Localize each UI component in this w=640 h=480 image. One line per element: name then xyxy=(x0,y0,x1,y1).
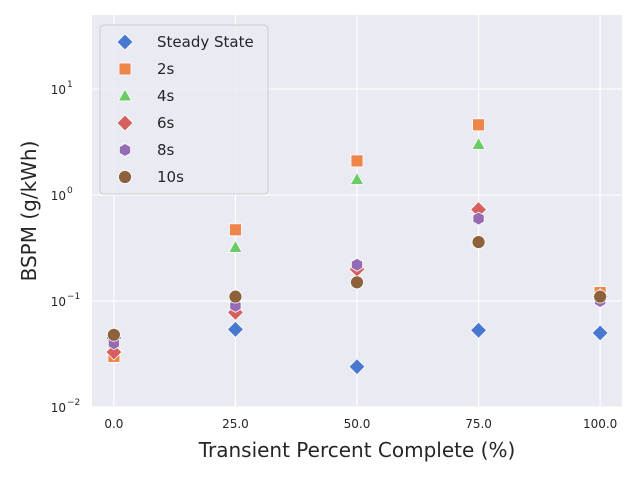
data-point xyxy=(105,343,123,361)
legend-label: 10s xyxy=(157,168,184,186)
y-tick-exponent: −1 xyxy=(67,292,80,302)
legend-label: 2s xyxy=(157,60,175,78)
legend-marker xyxy=(116,114,134,132)
legend-marker xyxy=(117,88,133,102)
legend-item: 10s xyxy=(118,168,184,186)
data-point xyxy=(591,324,609,342)
legend-marker xyxy=(118,62,132,76)
data-point xyxy=(472,211,485,226)
data-point xyxy=(469,321,488,339)
data-point xyxy=(228,239,243,253)
legend-marker xyxy=(118,170,132,184)
data-point xyxy=(593,289,608,304)
x-tick-label: 50.0 xyxy=(344,417,371,431)
legend-item: 8s xyxy=(118,141,175,159)
data-point xyxy=(471,136,486,150)
x-tick-label: 100.0 xyxy=(583,417,617,431)
y-tick-base: 10 xyxy=(51,83,66,97)
y-tick-base: 10 xyxy=(51,189,66,203)
legend-marker xyxy=(116,33,134,51)
legend-item: 6s xyxy=(116,114,175,132)
y-tick-exponent: 0 xyxy=(67,186,73,196)
data-point xyxy=(350,154,364,168)
data-point xyxy=(229,223,242,237)
legend-label: 4s xyxy=(157,87,175,105)
data-point xyxy=(349,171,365,185)
data-point xyxy=(106,327,121,342)
legend-label: Steady State xyxy=(157,33,254,51)
legend-label: 6s xyxy=(157,114,175,132)
x-axis-label: Transient Percent Complete (%) xyxy=(198,438,516,462)
data-point xyxy=(472,118,485,132)
y-tick-label: 10 0 xyxy=(51,186,73,203)
legend-label: 8s xyxy=(157,141,175,159)
y-tick-label: 10 −2 xyxy=(51,398,81,415)
legend-item: 4s xyxy=(117,87,175,105)
legend-item: 2s xyxy=(118,60,175,78)
legend-box xyxy=(99,24,269,195)
y-tick-label: 10 1 xyxy=(51,80,73,97)
y-tick-base: 10 xyxy=(51,401,66,415)
x-tick-label: 75.0 xyxy=(465,417,492,431)
x-tick-labels: 0.0 25.0 50.0 75.0 100.0 xyxy=(104,417,617,431)
x-tick-label: 0.0 xyxy=(104,417,123,431)
data-point xyxy=(471,235,486,249)
data-point xyxy=(228,289,243,304)
data-point xyxy=(226,320,245,338)
y-axis-label: BSPM (g/kWh) xyxy=(17,141,41,282)
y-tick-exponent: 1 xyxy=(67,80,73,90)
x-tick-label: 25.0 xyxy=(222,417,249,431)
data-points xyxy=(105,118,609,376)
y-tick-base: 10 xyxy=(51,295,66,309)
legend-marker xyxy=(118,143,132,157)
data-point xyxy=(348,358,366,376)
data-point xyxy=(350,257,364,272)
data-point xyxy=(350,275,364,290)
series-10s xyxy=(106,235,608,342)
y-tick-exponent: −2 xyxy=(67,398,80,408)
legend-item: Steady State xyxy=(116,33,254,51)
y-tick-label: 10 −1 xyxy=(51,292,81,309)
legend: Steady State 2s 4s 6s 8s 10s xyxy=(99,24,269,195)
